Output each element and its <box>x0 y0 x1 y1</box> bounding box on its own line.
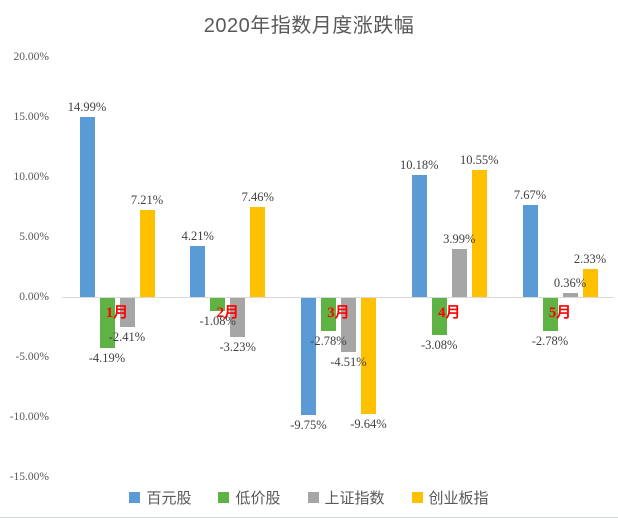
data-label-chinext-index-month-5: 2.33% <box>573 252 607 267</box>
bar-hundred-yuan-stocks-month-3 <box>301 298 316 415</box>
legend-item-hundred-yuan-stocks: 百元股 <box>129 487 191 508</box>
category-label-month-2: 2月 <box>216 305 240 321</box>
data-label-low-price-stocks-month-2: -1.08% <box>199 313 236 328</box>
legend-item-low-price-stocks: 低价股 <box>218 487 281 508</box>
data-label-sse-composite-index-month-5: 0.36% <box>553 275 587 290</box>
bar-sse-composite-index-month-4 <box>451 249 467 297</box>
data-label-hundred-yuan-stocks-month-4: 10.18% <box>399 157 439 172</box>
bar-hundred-yuan-stocks-month-4 <box>411 174 427 297</box>
data-label-low-price-stocks-month-5: -2.78% <box>531 334 569 349</box>
y-axis-tick-label: -15.00% <box>9 471 49 483</box>
data-label-low-price-stocks-month-4: -3.08% <box>421 337 458 352</box>
y-axis-tick-label: -10.00% <box>9 411 49 423</box>
category-label-month-4: 4月 <box>437 305 461 321</box>
data-label-chinext-index-month-1: 7.21% <box>130 193 164 208</box>
bar-low-price-stocks-month-1 <box>99 298 115 349</box>
y-axis-tick-label: 20.00% <box>13 51 49 63</box>
data-label-chinext-index-month-4: 10.55% <box>459 153 499 168</box>
bar-low-price-stocks-month-5 <box>542 298 558 332</box>
bar-chinext-index-month-5 <box>582 269 598 297</box>
legend: 百元股 低价股 上证指数 创业板指 <box>0 487 618 508</box>
bar-sse-composite-index-month-1 <box>119 298 135 327</box>
chart-title: 2020年指数月度涨跌幅 <box>203 15 415 37</box>
legend-swatch-sse-composite-index <box>307 492 319 503</box>
data-label-hundred-yuan-stocks-month-5: 7.67% <box>513 187 547 202</box>
bar-sse-composite-index-month-3 <box>341 298 356 353</box>
bar-chinext-index-month-1 <box>139 210 155 297</box>
data-label-hundred-yuan-stocks-month-3: -9.75% <box>290 418 327 432</box>
y-axis-tick-label: 0.00% <box>19 291 49 303</box>
bar-hundred-yuan-stocks-month-1 <box>79 117 95 297</box>
data-label-sse-composite-index-month-1: -2.41% <box>108 329 146 344</box>
bar-chinext-index-month-3 <box>361 298 376 414</box>
bar-chinext-index-month-2 <box>250 207 266 297</box>
y-axis-tick-label: 10.00% <box>13 171 49 183</box>
bar-sse-composite-index-month-2 <box>230 298 246 337</box>
data-label-sse-composite-index-month-3: -4.51% <box>330 355 367 370</box>
legend-swatch-chinext-index <box>411 492 423 503</box>
data-label-chinext-index-month-2: 7.46% <box>241 190 274 205</box>
y-axis-tick-label: -5.00% <box>15 351 49 363</box>
data-label-hundred-yuan-stocks-month-2: 4.21% <box>181 229 214 244</box>
bar-hundred-yuan-stocks-month-2 <box>190 246 206 297</box>
legend-label-hundred-yuan-stocks: 百元股 <box>146 490 192 507</box>
bar-sse-composite-index-month-5 <box>562 292 578 297</box>
bar-low-price-stocks-month-3 <box>321 298 336 332</box>
data-label-sse-composite-index-month-4: 3.99% <box>443 232 476 247</box>
category-label-month-5: 5月 <box>548 305 572 321</box>
data-label-low-price-stocks-month-1: -4.19% <box>88 351 126 366</box>
legend-item-chinext-index: 创业板指 <box>411 487 489 508</box>
legend-item-sse-composite-index: 上证指数 <box>307 487 385 508</box>
bottom-divider-line <box>0 517 618 518</box>
data-label-low-price-stocks-month-3: -2.78% <box>310 334 347 349</box>
legend-swatch-low-price-stocks <box>218 492 230 503</box>
x-axis-line <box>62 297 614 298</box>
bar-chinext-index-month-4 <box>471 170 487 297</box>
legend-swatch-hundred-yuan-stocks <box>129 492 141 503</box>
data-label-hundred-yuan-stocks-month-1: 14.99% <box>67 100 107 115</box>
legend-label-sse-composite-index: 上证指数 <box>324 490 385 507</box>
legend-label-low-price-stocks: 低价股 <box>235 490 281 507</box>
y-axis-tick-label: 15.00% <box>13 111 49 123</box>
bar-hundred-yuan-stocks-month-5 <box>522 204 538 297</box>
data-label-sse-composite-index-month-2: -3.23% <box>219 339 256 354</box>
category-label-month-1: 1月 <box>105 305 129 321</box>
category-label-month-3: 3月 <box>327 305 350 321</box>
bar-low-price-stocks-month-4 <box>431 298 447 335</box>
data-label-chinext-index-month-3: -9.64% <box>350 416 387 431</box>
bar-low-price-stocks-month-2 <box>210 298 226 311</box>
y-axis-tick-label: 5.00% <box>19 231 49 243</box>
legend-label-chinext-index: 创业板指 <box>428 490 489 507</box>
